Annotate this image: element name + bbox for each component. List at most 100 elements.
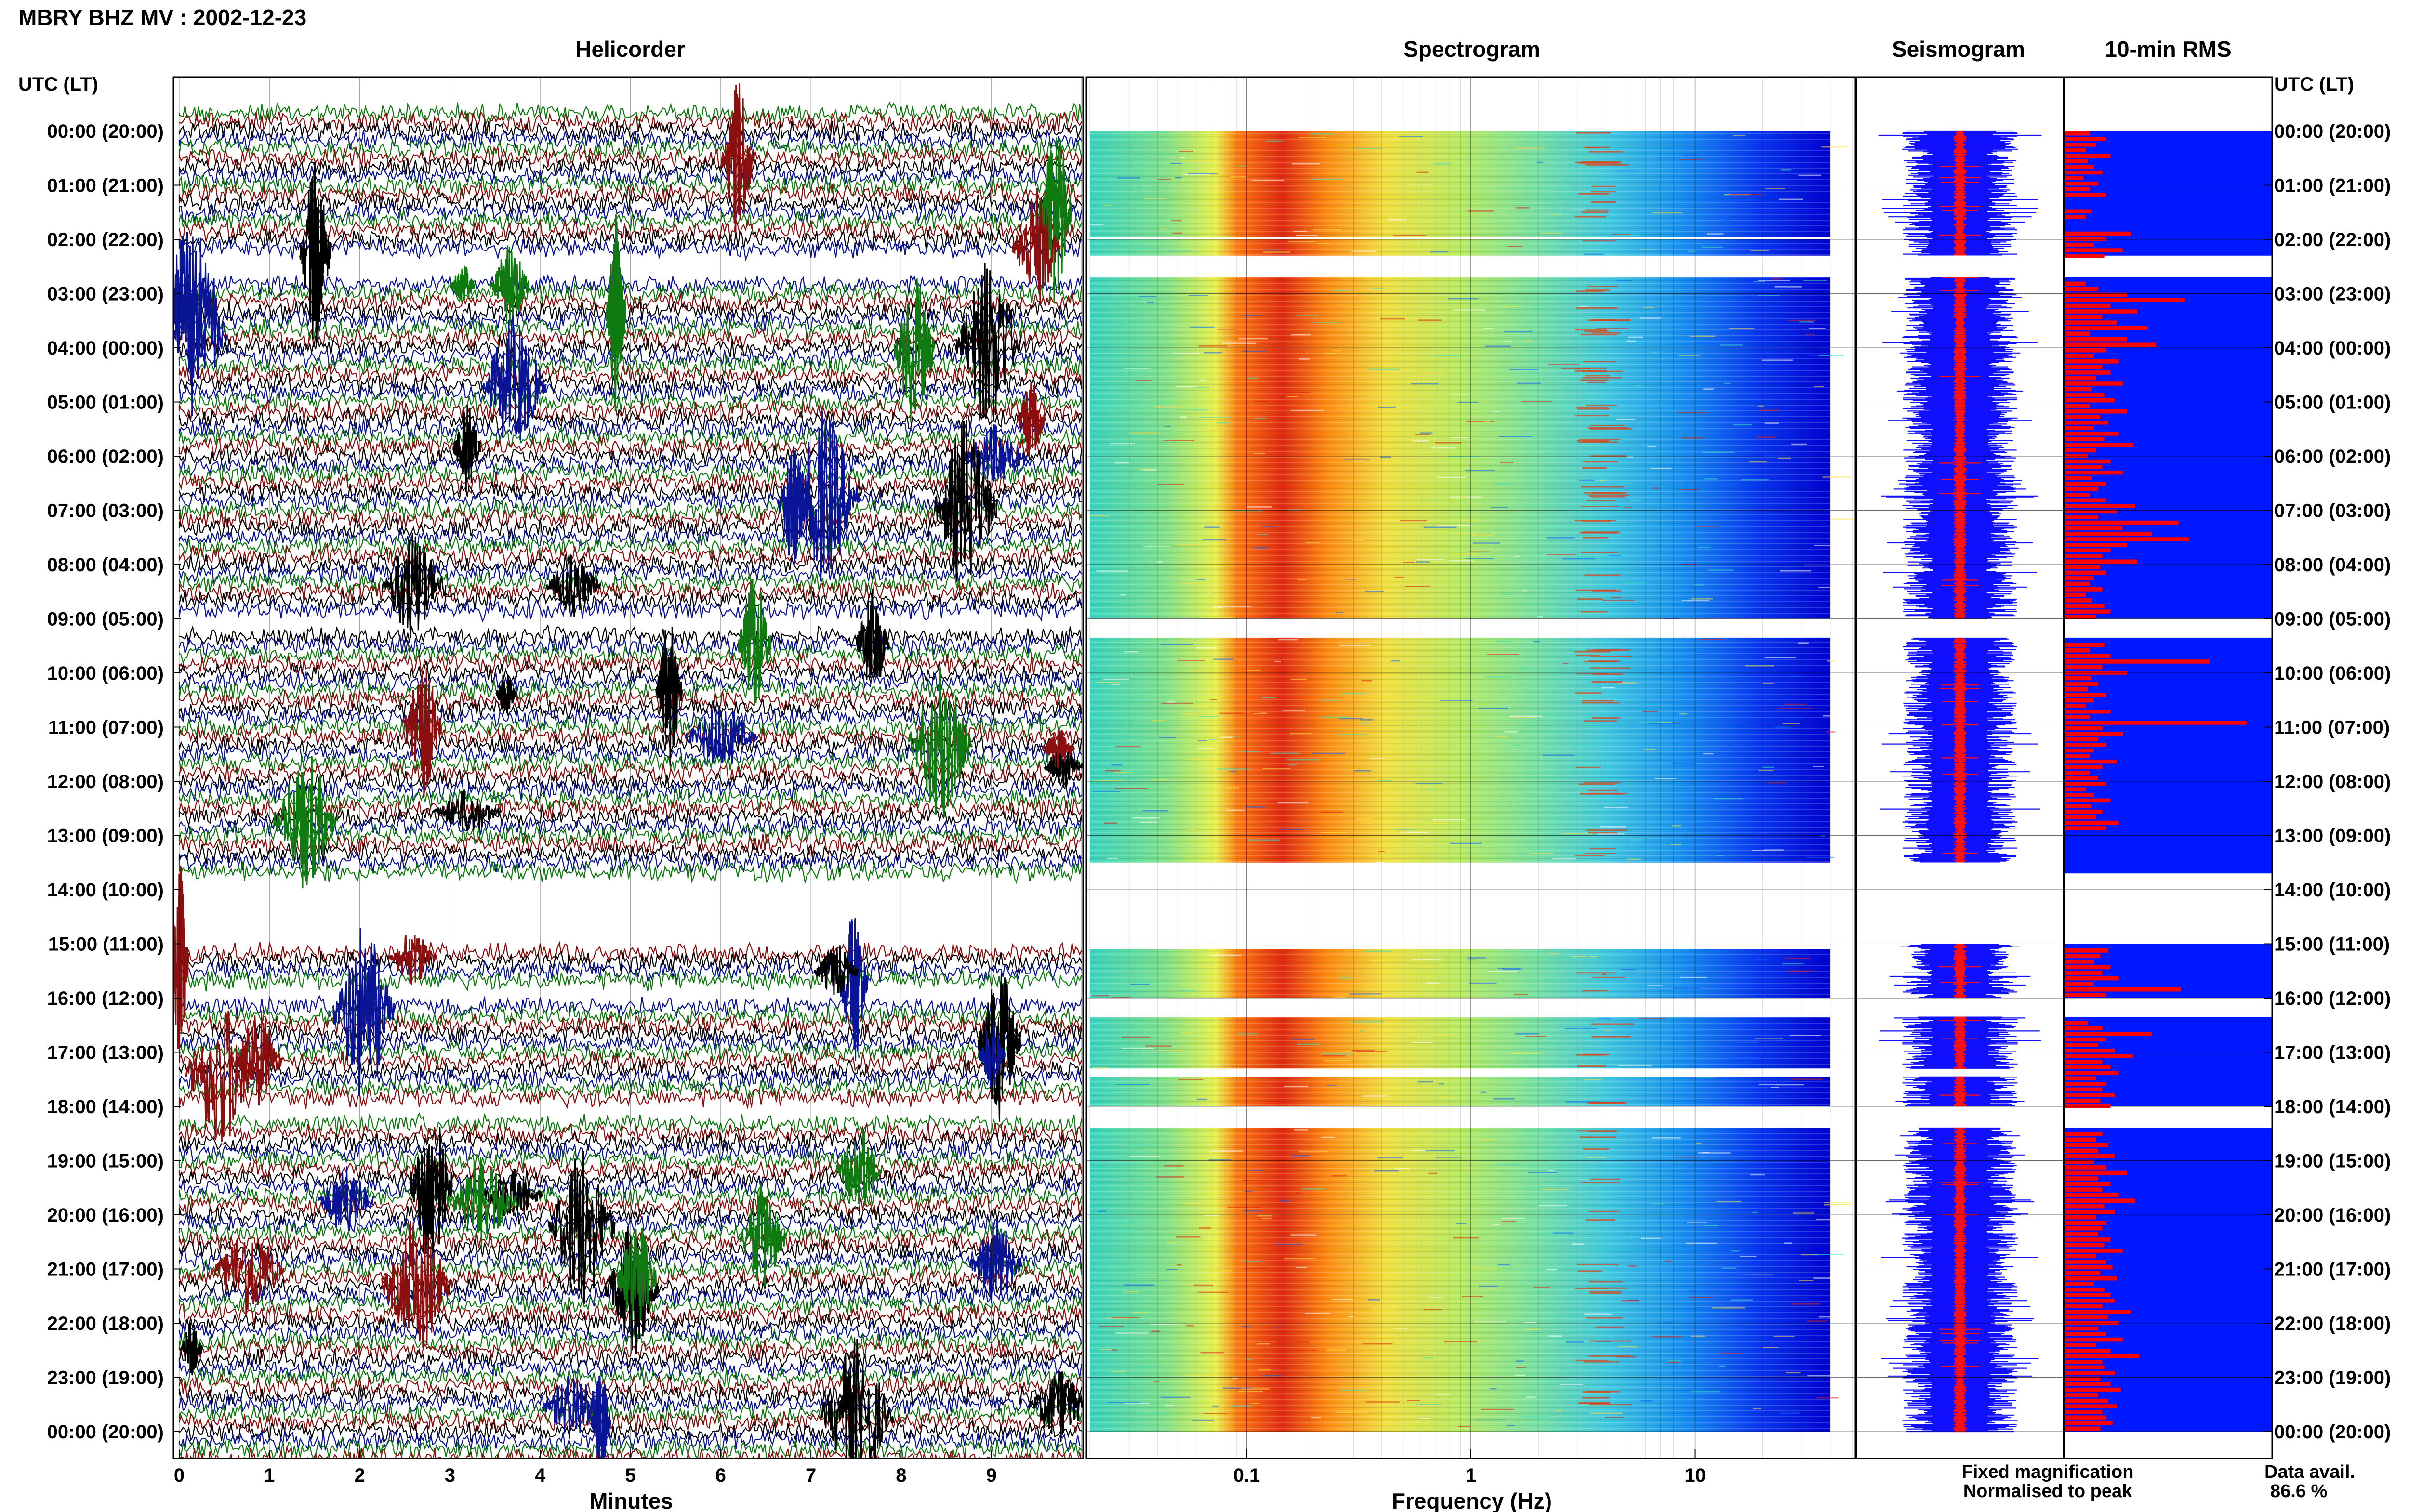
spectrogram-speck [1638,1018,1666,1019]
time-label-right: 03:00 (23:00) [2274,284,2391,305]
spectrogram-speck [1336,1411,1369,1413]
spectrogram-speck [1816,1397,1839,1399]
spectrogram-speck [1291,163,1321,165]
spectrogram-speck [1590,1412,1622,1414]
rms-bar [2065,1304,2103,1309]
rms-bar [2065,143,2096,147]
spectrogram-speck [1232,1378,1238,1379]
helicorder-trace [178,1077,1083,1102]
helicorder-trace [178,651,1082,675]
spectrogram-speck [1468,210,1494,212]
spectrogram-harmonic [1582,467,1607,469]
spectrogram-speck [1282,710,1305,711]
spectrogram-speck [1515,1033,1539,1035]
spectrogram-speck [1556,1410,1562,1412]
spectrogram-speck [1437,525,1471,526]
helicorder-trace [178,381,1083,404]
spectrogram-speck [1483,421,1491,423]
spectrogram-speck [1417,319,1442,321]
rms-bar [2065,954,2100,959]
spectrogram-speck [1389,346,1412,348]
spectrogram-speck [1351,250,1377,252]
spectrogram-speck [1311,1417,1322,1419]
spectrogram-speck [1311,752,1345,754]
spectrogram-texture [1090,1128,1830,1432]
rms-bar [2065,1365,2105,1370]
spectrogram-speck [1374,329,1386,331]
spectrogram-speck [1597,833,1625,835]
spectrogram-speck [1217,768,1250,770]
helicorder-trace [178,788,1083,813]
spectrogram-harmonic [1582,211,1608,213]
spectrogram-speck [1778,457,1791,459]
spectrogram-speck [1271,752,1300,754]
rms-bar [2065,470,2123,475]
spectrogram-speck [1411,1149,1430,1151]
spectrogram-speck [1814,386,1824,387]
spectrogram-speck [1366,1401,1400,1403]
spectrogram-harmonic [1575,692,1602,694]
spectrogram-speck [1114,1163,1136,1165]
rms-bar [2065,387,2092,392]
spectrogram-speck [1784,703,1806,705]
spectrogram-speck [1609,555,1621,556]
spectrogram-speck [1548,364,1580,365]
helicorder-trace [178,1364,1082,1389]
spectrogram-speck [1296,1192,1301,1194]
spectrogram-speck [1704,478,1718,480]
spectrogram-speck [1219,712,1244,714]
time-label-right: 00:00 (20:00) [2274,121,2391,142]
spectrogram-speck [1365,988,1391,990]
spectrogram-speck [1284,1258,1316,1260]
spectrogram-speck [1177,409,1208,411]
time-label-right: 19:00 (15:00) [2274,1151,2391,1172]
spectrogram-speck [1288,241,1316,243]
helicorder-event [235,1010,282,1106]
spectrogram-speck [1677,412,1707,414]
helicorder-panel [173,77,1083,1459]
spectrogram-speck [1604,1030,1611,1032]
helicorder-trace [178,128,1082,151]
spectrogram-texture [1090,131,1830,237]
helicorder-trace [178,120,1083,144]
spectrogram-speck [1393,577,1404,578]
spectrogram-speck [1667,1361,1679,1363]
helicorder-trace [178,1211,1082,1236]
spectrogram-speck [1206,591,1213,593]
spectrogram-speck [1180,157,1186,158]
spectrogram-speck [1290,1234,1317,1236]
spectrogram-speck [1423,526,1457,528]
time-label-left: 20:00 (16:00) [47,1205,164,1226]
time-label-left: 18:00 (14:00) [47,1096,164,1118]
spectrogram-speck [1763,683,1774,684]
spectrogram-speck [1244,1268,1267,1269]
spectrogram-speck [1507,246,1523,247]
spectrogram-speck [1750,250,1769,251]
spectrogram-harmonic [1580,506,1619,508]
spectrogram-speck [1546,537,1575,539]
spectrogram-speck [1335,612,1343,613]
spectrogram-harmonic [1589,1102,1624,1104]
spectrogram-speck [1147,302,1154,304]
helicorder-event [934,420,998,582]
spectrogram-speck [1435,1157,1462,1158]
time-label-right: 11:00 (07:00) [2274,717,2390,738]
spectrogram-speck [1354,1051,1387,1052]
helicorder-event [955,263,1022,422]
spectrogram-speck [1180,416,1187,418]
spectrogram-speck [1572,1243,1584,1245]
spectrogram-speck [1320,700,1339,701]
spectrogram-speck [1198,716,1219,717]
helicorder-trace [178,1112,1083,1136]
spectrogram-speck [1818,1316,1835,1318]
helicorder-event [1028,1370,1083,1442]
spectrogram-speck [1115,788,1147,789]
spectrogram-speck [1153,1381,1160,1382]
rms-bar [2065,993,2106,997]
spectrogram-speck [1321,1053,1353,1055]
spectrogram-speck [1113,355,1133,357]
spectrogram-harmonic [1584,1361,1619,1363]
spectrogram-speck [1118,1230,1134,1232]
spectrogram-speck [1377,780,1392,781]
spectrogram-speck [1549,1335,1562,1337]
